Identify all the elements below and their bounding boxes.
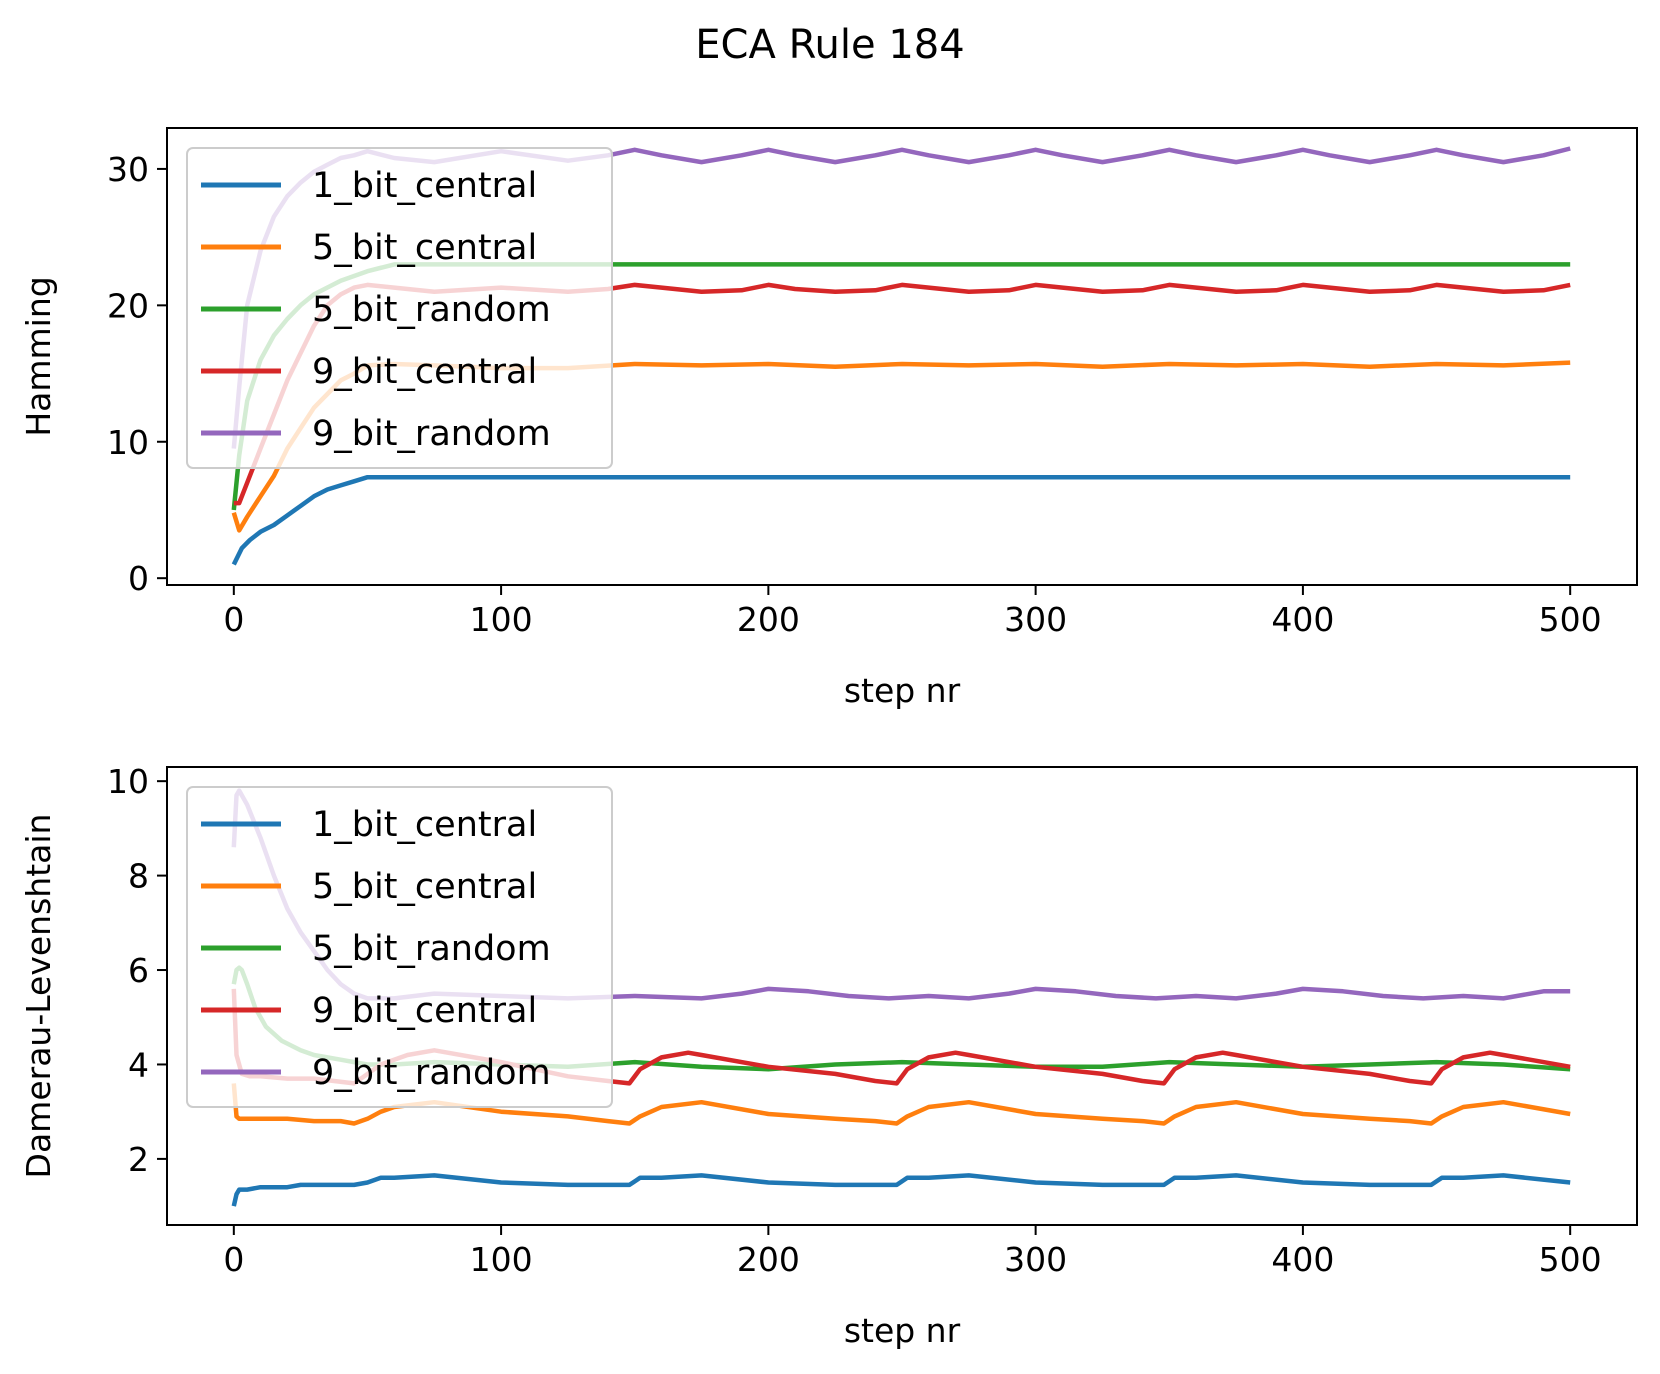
legend-label-9_bit_central: 9_bit_central bbox=[312, 352, 537, 392]
y-tick-label: 10 bbox=[107, 762, 149, 801]
y-tick-label: 2 bbox=[128, 1140, 149, 1179]
legend-box bbox=[186, 147, 613, 469]
x-tick-label: 500 bbox=[1539, 1240, 1602, 1279]
y-tick-label: 30 bbox=[107, 150, 149, 189]
legend: 1_bit_central 5_bit_central 5_bit_random 9_… bbox=[186, 147, 613, 469]
legend-label-9_bit_central: 9_bit_central bbox=[312, 991, 537, 1031]
series-line-1_bit_central bbox=[231, 474, 1571, 566]
x-tick-label: 500 bbox=[1539, 600, 1602, 639]
y-tick-label: 10 bbox=[107, 423, 149, 462]
subplot-1: 0 100 200 300 400 500 0 10 20 30 step nr Hamming 1_b… bbox=[19, 127, 1638, 710]
x-tick-label: 0 bbox=[223, 1240, 244, 1279]
x-tick-label: 200 bbox=[737, 1240, 800, 1279]
x-tick-label: 300 bbox=[1004, 600, 1067, 639]
legend-label-5_bit_random: 5_bit_random bbox=[312, 929, 551, 969]
x-tick-label: 400 bbox=[1271, 1240, 1334, 1279]
axes-frame bbox=[166, 766, 1638, 1226]
y-axis-label: Hamming bbox=[19, 276, 58, 436]
axes-frame bbox=[166, 127, 1638, 586]
y-tick-label: 6 bbox=[128, 951, 149, 990]
x-axis-label: step nr bbox=[844, 1311, 961, 1350]
subplot-2: 0 100 200 300 400 500 2 4 6 8 10 step nr Damerau-Lev… bbox=[19, 762, 1638, 1350]
x-tick-label: 100 bbox=[470, 1240, 533, 1279]
legend-label-9_bit_random: 9_bit_random bbox=[312, 1053, 551, 1093]
legend-label-5_bit_random: 5_bit_random bbox=[312, 290, 551, 330]
x-axis-label: step nr bbox=[844, 671, 961, 710]
x-tick-label: 100 bbox=[470, 600, 533, 639]
y-tick-label: 8 bbox=[128, 857, 149, 896]
series-line-5_bit_central bbox=[231, 1083, 1571, 1126]
x-tick-label: 400 bbox=[1271, 600, 1334, 639]
legend-label-5_bit_central: 5_bit_central bbox=[312, 867, 537, 907]
legend-label-5_bit_central: 5_bit_central bbox=[312, 228, 537, 268]
x-tick-label: 0 bbox=[223, 600, 244, 639]
legend-label-1_bit_central: 1_bit_central bbox=[312, 805, 537, 845]
y-tick-label: 0 bbox=[128, 559, 149, 598]
series-line-1_bit_central bbox=[231, 1173, 1571, 1207]
y-tick-label: 4 bbox=[128, 1045, 149, 1084]
x-tick-label: 200 bbox=[737, 600, 800, 639]
y-tick-label: 20 bbox=[107, 286, 149, 325]
legend-label-9_bit_random: 9_bit_random bbox=[312, 414, 551, 454]
legend: 1_bit_central 5_bit_central 5_bit_random 9_… bbox=[186, 786, 613, 1108]
figure-title: ECA Rule 184 bbox=[695, 22, 965, 68]
legend-box bbox=[186, 786, 613, 1108]
x-tick-label: 300 bbox=[1004, 1240, 1067, 1279]
legend-label-1_bit_central: 1_bit_central bbox=[312, 166, 537, 206]
y-axis-label: Damerau-Levenshtain bbox=[19, 814, 58, 1179]
